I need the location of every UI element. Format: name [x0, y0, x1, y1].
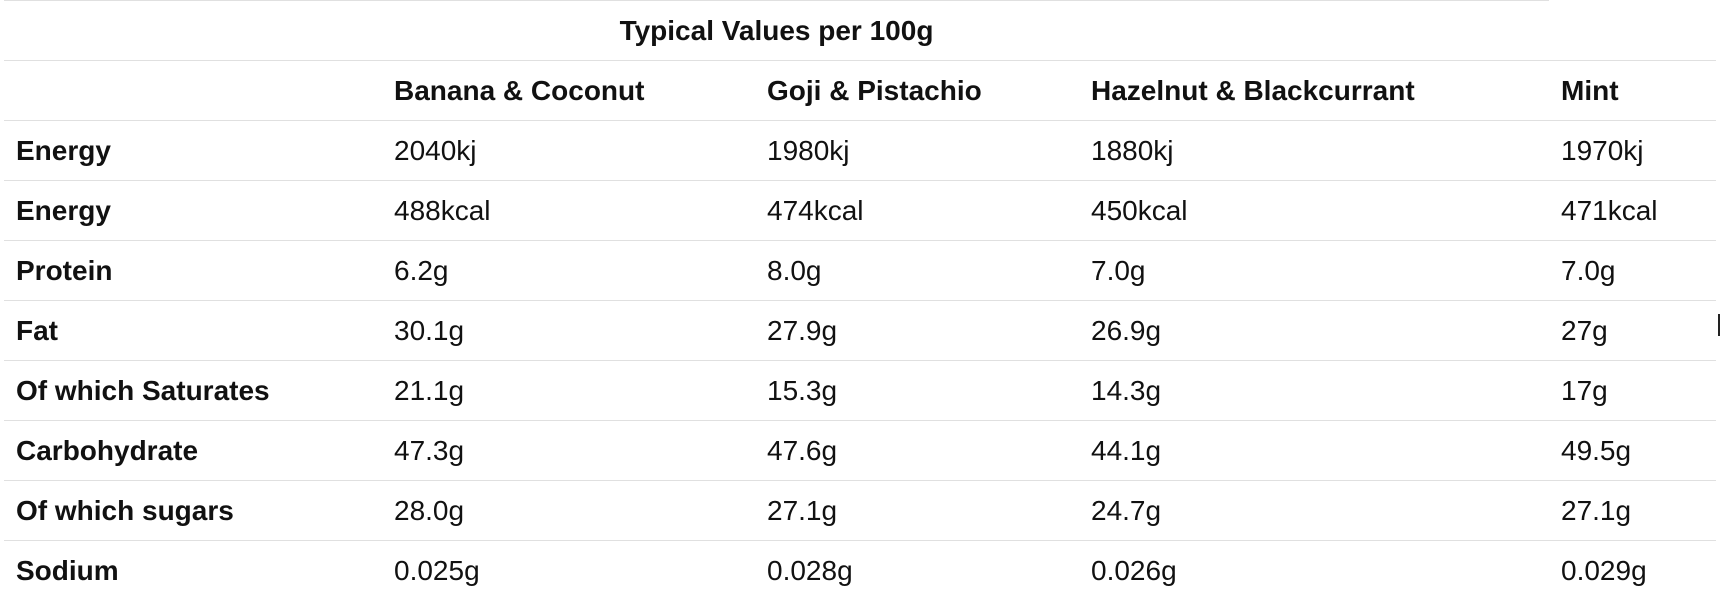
- table-row: Protein 6.2g 8.0g 7.0g 7.0g: [4, 241, 1716, 301]
- table-cell: 49.5g: [1549, 421, 1716, 481]
- table-row: Sodium 0.025g 0.028g 0.026g 0.029g: [4, 541, 1716, 600]
- table-row: Fat 30.1g 27.9g 26.9g 27g: [4, 301, 1716, 361]
- table-cell: 30.1g: [382, 301, 755, 361]
- table-cell: 15.3g: [755, 361, 1079, 421]
- table-row: Energy 2040kj 1980kj 1880kj 1970kj: [4, 121, 1716, 181]
- table-cell: 450kcal: [1079, 181, 1549, 241]
- table-cell: 471kcal: [1549, 181, 1716, 241]
- column-header: Hazelnut & Blackcurrant: [1079, 61, 1549, 121]
- table-title-row: Typical Values per 100g: [4, 1, 1716, 61]
- table-cell: 24.7g: [1079, 481, 1549, 541]
- table-cell: 44.1g: [1079, 421, 1549, 481]
- table-cell: 26.9g: [1079, 301, 1549, 361]
- table-row: Energy 488kcal 474kcal 450kcal 471kcal: [4, 181, 1716, 241]
- row-label: Energy: [4, 121, 382, 181]
- table-cell: 6.2g: [382, 241, 755, 301]
- column-header: Mint: [1549, 61, 1716, 121]
- title-row-spacer: [1549, 1, 1716, 61]
- nutrition-table: Typical Values per 100g Banana & Coconut…: [4, 0, 1716, 600]
- table-cell: 27.9g: [755, 301, 1079, 361]
- table-cell: 27.1g: [755, 481, 1079, 541]
- table-cell: 8.0g: [755, 241, 1079, 301]
- table-cell: 47.6g: [755, 421, 1079, 481]
- table-cell: 14.3g: [1079, 361, 1549, 421]
- table-cell: 0.026g: [1079, 541, 1549, 600]
- table-cell: 2040kj: [382, 121, 755, 181]
- table-cell: 47.3g: [382, 421, 755, 481]
- table-row: Of which Saturates 21.1g 15.3g 14.3g 17g: [4, 361, 1716, 421]
- corner-header-cell: [4, 61, 382, 121]
- table-cell: 17g: [1549, 361, 1716, 421]
- table-cell: 1970kj: [1549, 121, 1716, 181]
- table-cell: 0.029g: [1549, 541, 1716, 600]
- table-cell: 1880kj: [1079, 121, 1549, 181]
- table-cell: 1980kj: [755, 121, 1079, 181]
- table-row: Of which sugars 28.0g 27.1g 24.7g 27.1g: [4, 481, 1716, 541]
- table-cell: 27.1g: [1549, 481, 1716, 541]
- table-cell: 7.0g: [1079, 241, 1549, 301]
- table-row: Carbohydrate 47.3g 47.6g 44.1g 49.5g: [4, 421, 1716, 481]
- row-label: Of which sugars: [4, 481, 382, 541]
- row-label: Of which Saturates: [4, 361, 382, 421]
- table-cell: 27g: [1549, 301, 1716, 361]
- table-cell: 21.1g: [382, 361, 755, 421]
- column-header-row: Banana & Coconut Goji & Pistachio Hazeln…: [4, 61, 1716, 121]
- text-cursor-icon: [1718, 314, 1720, 336]
- table-cell: 7.0g: [1549, 241, 1716, 301]
- row-label: Sodium: [4, 541, 382, 600]
- table-title: Typical Values per 100g: [4, 1, 1549, 61]
- table-cell: 28.0g: [382, 481, 755, 541]
- column-header: Banana & Coconut: [382, 61, 755, 121]
- table-cell: 0.028g: [755, 541, 1079, 600]
- column-header: Goji & Pistachio: [755, 61, 1079, 121]
- row-label: Carbohydrate: [4, 421, 382, 481]
- table-cell: 474kcal: [755, 181, 1079, 241]
- table-cell: 0.025g: [382, 541, 755, 600]
- row-label: Protein: [4, 241, 382, 301]
- row-label: Fat: [4, 301, 382, 361]
- row-label: Energy: [4, 181, 382, 241]
- table-cell: 488kcal: [382, 181, 755, 241]
